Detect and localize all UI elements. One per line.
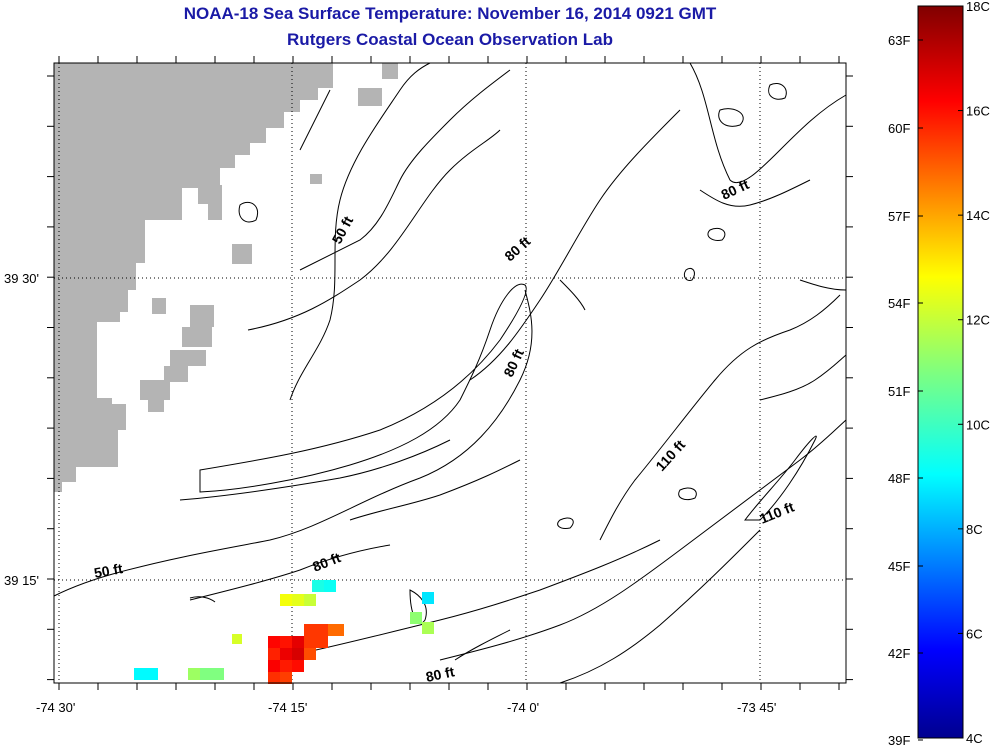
sst-pixel — [422, 592, 434, 604]
sst-pixel — [292, 594, 304, 606]
lon-label: -74 15' — [268, 700, 307, 715]
sst-pixel — [304, 594, 316, 606]
contour-label: 80 ft — [424, 663, 456, 685]
lat-label: 39 15' — [4, 573, 39, 588]
sst-pixel — [324, 580, 336, 592]
sst-pixel — [280, 660, 292, 672]
sst-pixel — [232, 634, 242, 644]
sst-pixel — [280, 636, 292, 648]
graticule — [54, 63, 846, 683]
land-mass — [54, 63, 398, 492]
sst-pixel — [292, 660, 304, 672]
depth-contours — [53, 62, 847, 684]
contour-label: 50 ft — [93, 560, 124, 581]
sst-pixel — [134, 668, 158, 680]
sst-pixel — [280, 648, 292, 660]
sst-pixel — [292, 636, 304, 648]
axis-labels: 39 30' 39 15' -74 30' -74 15' -74 0' -73… — [4, 271, 776, 715]
map-title: NOAA-18 Sea Surface Temperature: Novembe… — [183, 4, 717, 23]
sst-pixel — [280, 594, 292, 606]
lon-label: -74 0' — [507, 700, 539, 715]
sst-pixel — [268, 648, 280, 660]
lat-label: 39 30' — [4, 271, 39, 286]
sst-pixel — [328, 624, 344, 636]
sst-pixel — [268, 672, 280, 684]
sst-pixel — [312, 580, 324, 592]
sst-pixel — [410, 612, 422, 624]
map-frame — [53, 62, 847, 684]
sst-pixel — [304, 624, 328, 648]
sst-pixel — [292, 648, 304, 660]
sst-pixel — [422, 622, 434, 634]
sst-pixel — [200, 668, 224, 680]
lon-label: -73 45' — [737, 700, 776, 715]
sst-pixel — [268, 636, 280, 648]
sst-pixel — [280, 672, 292, 684]
lon-label: -74 30' — [36, 700, 75, 715]
sst-pixels — [134, 580, 434, 684]
map-ticks — [47, 56, 853, 690]
sst-pixel — [268, 660, 280, 672]
map-subtitle: Rutgers Coastal Ocean Observation Lab — [287, 30, 613, 49]
sst-pixel — [304, 648, 316, 660]
